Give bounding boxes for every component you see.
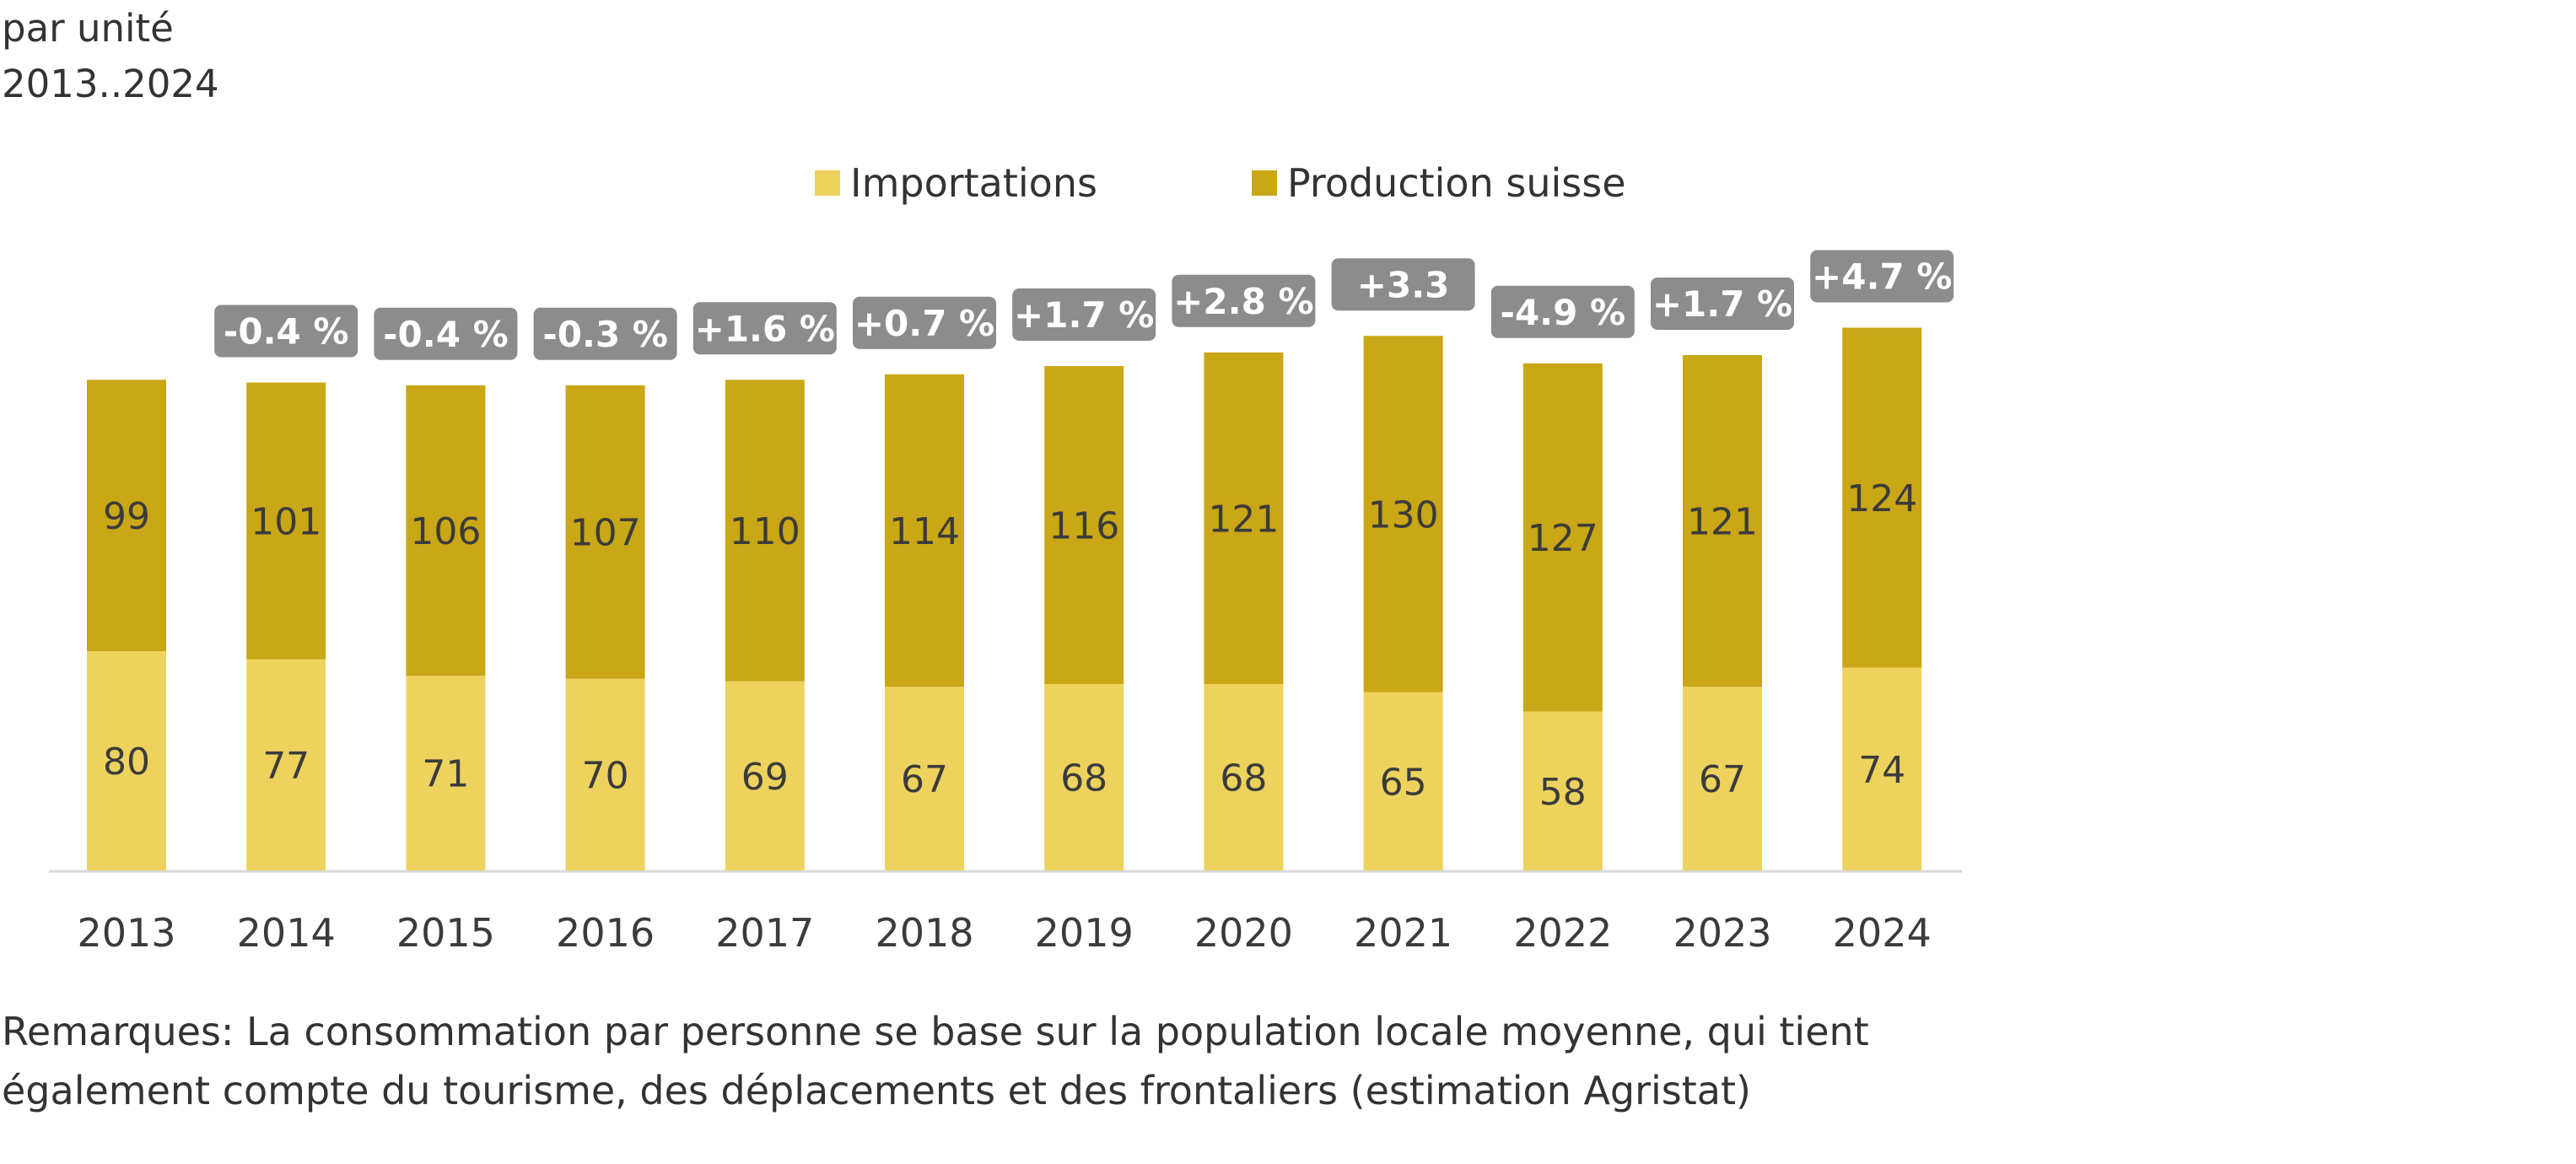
x-tick-label-2022: 2022 (1513, 910, 1612, 956)
bar-importations-2016 (565, 678, 645, 870)
change-badge-2018 (853, 296, 996, 349)
bar-importations-2022 (1522, 711, 1603, 870)
bar-production-suisse-2024 (1842, 327, 1922, 668)
change-label-2019: +1.7 % (1014, 294, 1154, 336)
notes-line-2: également compte du tourisme, des déplac… (2, 1068, 1751, 1113)
legend-label-importations: Importations (850, 160, 1097, 206)
period-label: 2013..2024 (2, 62, 219, 106)
bar-production-suisse-2018 (885, 374, 964, 687)
bar-importations-2021 (1363, 692, 1443, 870)
x-tick-label-2015: 2015 (396, 910, 495, 956)
bar-production-suisse-2017 (725, 380, 805, 682)
data-label-importations-2021: 65 (1380, 761, 1427, 804)
legend-item-importations: Importations (815, 160, 1097, 206)
bar-importations-2015 (406, 676, 486, 870)
change-label-2016: -0.3 % (542, 314, 668, 355)
x-tick-label-2017: 2017 (715, 910, 814, 956)
change-badge-2021 (1331, 258, 1475, 311)
change-label-2015: -0.4 % (383, 314, 509, 355)
bar-importations-2020 (1204, 684, 1284, 870)
change-label-2014: -0.4 % (224, 311, 349, 353)
bar-importations-2018 (885, 687, 964, 870)
bar-production-suisse-2015 (406, 385, 486, 676)
data-label-production-suisse-2014: 101 (251, 501, 321, 544)
bar-importations-2023 (1683, 687, 1762, 870)
data-label-production-suisse-2013: 99 (103, 495, 150, 538)
data-label-production-suisse-2015: 106 (410, 510, 481, 553)
data-label-importations-2019: 68 (1060, 757, 1107, 800)
bar-importations-2013 (87, 651, 166, 870)
data-label-production-suisse-2022: 127 (1528, 517, 1598, 560)
data-label-importations-2020: 68 (1220, 757, 1267, 800)
bar-production-suisse-2016 (565, 385, 645, 679)
bar-production-suisse-2013 (87, 380, 166, 651)
x-tick-label-2021: 2021 (1354, 910, 1452, 956)
bar-importations-2017 (725, 681, 805, 870)
data-label-importations-2013: 80 (103, 741, 150, 784)
change-badge-2015 (374, 307, 518, 360)
change-label-2020: +2.8 % (1173, 281, 1313, 322)
bar-production-suisse-2021 (1363, 336, 1443, 692)
data-label-production-suisse-2020: 121 (1208, 498, 1279, 541)
change-badge-2019 (1012, 288, 1156, 341)
data-label-importations-2018: 67 (901, 758, 948, 801)
data-label-production-suisse-2016: 107 (570, 512, 641, 555)
data-label-production-suisse-2024: 124 (1846, 477, 1917, 520)
legend-item-production-suisse: Production suisse (1252, 160, 1626, 206)
legend-label-production-suisse: Production suisse (1287, 160, 1626, 206)
data-label-production-suisse-2018: 114 (889, 510, 960, 553)
data-label-importations-2023: 67 (1699, 758, 1746, 801)
change-badge-2017 (693, 302, 837, 355)
bar-importations-2019 (1044, 684, 1124, 870)
x-tick-label-2013: 2013 (77, 910, 175, 956)
change-label-2023: +1.7 % (1652, 283, 1792, 325)
x-tick-label-2024: 2024 (1833, 910, 1932, 956)
legend-swatch-production-suisse (1252, 170, 1277, 196)
data-label-importations-2015: 71 (422, 753, 469, 796)
change-badge-2014 (214, 304, 358, 358)
change-label-2022: -4.9 % (1501, 292, 1626, 333)
data-label-importations-2014: 77 (262, 745, 310, 788)
x-tick-label-2018: 2018 (875, 910, 973, 956)
data-label-production-suisse-2021: 130 (1368, 494, 1439, 537)
data-label-importations-2022: 58 (1539, 771, 1587, 814)
chart-notes: Remarques: La consommation par personne … (2, 1002, 1869, 1120)
x-tick-label-2016: 2016 (556, 910, 655, 956)
change-badge-2024 (1810, 250, 1954, 303)
data-label-importations-2017: 69 (741, 756, 789, 799)
data-label-importations-2016: 70 (582, 754, 629, 797)
change-badge-2020 (1172, 274, 1316, 327)
change-badge-2016 (533, 307, 677, 360)
notes-line-1: Remarques: La consommation par personne … (2, 1009, 1869, 1054)
change-label-2021: +3.3 (1357, 264, 1450, 305)
x-tick-label-2019: 2019 (1035, 910, 1134, 956)
data-label-production-suisse-2017: 110 (730, 510, 800, 553)
data-label-importations-2024: 74 (1858, 749, 1905, 792)
stacked-bar-chart: 80 99 2013 77 101 -0.4 % 2014 71 106 -0.4 % 2015 70… (49, 250, 1962, 956)
legend-swatch-importations (815, 170, 840, 196)
change-label-2024: +4.7 % (1812, 256, 1952, 298)
data-label-production-suisse-2023: 121 (1687, 501, 1758, 544)
x-tick-label-2020: 2020 (1194, 910, 1293, 956)
bar-importations-2014 (246, 659, 326, 870)
chart-legend: Importations Production suisse (0, 160, 1965, 211)
x-tick-label-2014: 2014 (237, 910, 336, 956)
bar-production-suisse-2023 (1683, 355, 1762, 687)
data-label-production-suisse-2019: 116 (1048, 505, 1119, 548)
change-badge-2022 (1490, 285, 1635, 338)
bar-production-suisse-2022 (1522, 363, 1603, 712)
change-label-2017: +1.6 % (695, 308, 835, 349)
bar-production-suisse-2020 (1204, 352, 1284, 684)
change-badge-2023 (1651, 278, 1794, 330)
bar-importations-2024 (1842, 667, 1922, 870)
bar-production-suisse-2019 (1044, 366, 1124, 684)
x-tick-label-2023: 2023 (1673, 910, 1771, 956)
bar-production-suisse-2014 (246, 382, 326, 660)
unit-label: par unité (2, 6, 174, 51)
change-label-2018: +0.7 % (854, 303, 994, 344)
